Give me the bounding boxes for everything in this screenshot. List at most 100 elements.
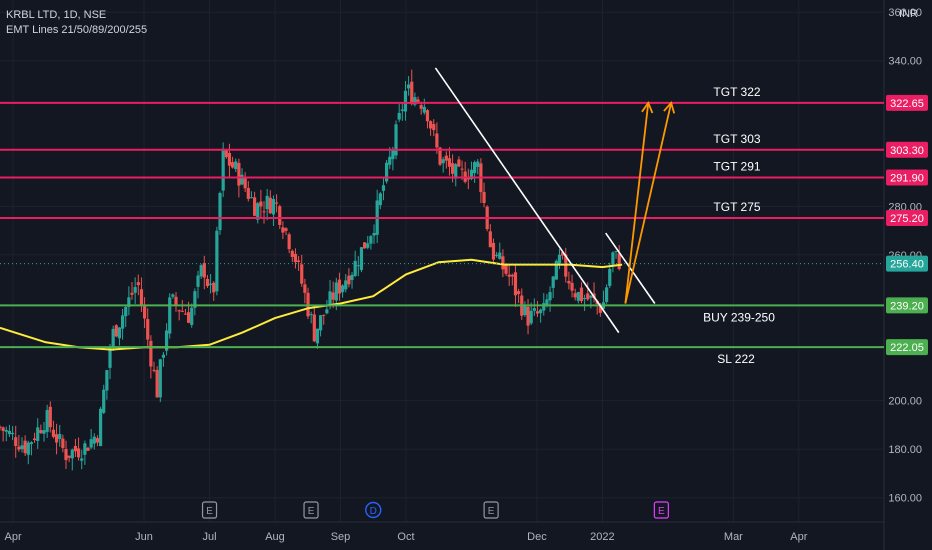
candle-body (278, 206, 282, 225)
candle-body (152, 369, 156, 371)
candle-body (517, 291, 521, 294)
candle-body (331, 292, 335, 300)
candle-body (498, 252, 502, 259)
x-tick-label: Aug (265, 531, 285, 543)
candle-body (199, 265, 203, 277)
candle-body (432, 124, 436, 131)
candle-body (466, 178, 470, 180)
dividend-marker (365, 501, 382, 519)
candle-body (246, 188, 250, 199)
candle-body (36, 427, 40, 441)
candle-body (227, 152, 232, 166)
event-marker-label: E (658, 506, 665, 517)
candle-body (325, 309, 329, 314)
projection-arrowhead (663, 100, 676, 114)
x-tick-label: Apr (790, 531, 807, 543)
candle-body (76, 448, 81, 458)
trend-line (434, 67, 620, 334)
candle-body (136, 282, 140, 286)
x-tick-label: Apr (5, 531, 22, 543)
projection-arrow (624, 102, 650, 304)
candle-body (507, 274, 511, 277)
earnings-marker (303, 501, 319, 519)
candle-body (265, 195, 269, 210)
candle-body (124, 306, 128, 317)
candle-body (205, 278, 210, 287)
candle-body (539, 309, 543, 314)
candle-body (410, 81, 414, 105)
candle-body (256, 203, 260, 220)
candle-body (284, 228, 288, 231)
candle-body (491, 242, 496, 260)
candle-body (451, 163, 455, 174)
candle-body (328, 291, 332, 307)
candle-body (296, 260, 301, 262)
candle-body (334, 282, 338, 301)
candle-body (243, 178, 247, 189)
candle-body (26, 442, 30, 455)
candle-body (174, 296, 178, 306)
candle-body (579, 287, 584, 302)
candle-body (139, 289, 144, 306)
level-badge (886, 169, 928, 186)
y-tick-label: 200.00 (888, 396, 922, 408)
level-label: BUY 239-250 (703, 310, 775, 324)
candle-body (10, 432, 15, 435)
candle-body (598, 305, 602, 313)
candle-body (293, 253, 298, 263)
candle-body (149, 340, 153, 367)
candle-body (429, 121, 433, 129)
candle-body (617, 253, 621, 270)
level-badge-text: 239.20 (890, 300, 924, 312)
candle-body (64, 449, 68, 461)
level-badge-text: 303.30 (890, 145, 924, 157)
candle-body (611, 252, 615, 265)
candle-body (193, 291, 197, 308)
candle-body (168, 297, 172, 334)
candle-body (535, 311, 540, 314)
x-tick-label: Jul (203, 531, 217, 543)
candle-body (70, 449, 74, 459)
candle-body (164, 330, 169, 351)
level-badge (886, 297, 928, 314)
level-label: TGT 291 (713, 159, 760, 173)
candle-body (61, 438, 65, 448)
candle-body (196, 275, 200, 287)
indicator-legend: EMT Lines 21/50/89/200/255 (6, 24, 148, 36)
y-tick-label: 360.00 (888, 7, 922, 19)
candle-body (274, 202, 279, 204)
level-badge-text: 275.20 (890, 213, 924, 225)
candle-body (54, 434, 59, 443)
candle-body (89, 439, 93, 448)
candle-body (416, 99, 420, 102)
candle-body (548, 292, 552, 301)
candle-body (583, 298, 587, 300)
candle-body (271, 199, 276, 215)
candle-body (425, 110, 430, 122)
candle-body (268, 197, 272, 214)
chart-header: KRBL LTD, 1D, NSE EMT Lines 21/50/89/200… (6, 8, 147, 38)
projection-arrowhead (641, 100, 654, 114)
candle-body (372, 232, 376, 236)
candle-body (444, 155, 448, 161)
candle-body (407, 84, 411, 89)
candle-body (473, 162, 477, 174)
level-badge-text: 322.65 (890, 98, 924, 110)
candle-body (190, 307, 194, 325)
candle-body (322, 314, 326, 316)
candle-body (98, 408, 103, 447)
candle-body (347, 275, 351, 285)
candle-body (385, 162, 389, 182)
event-marker-label: D (370, 506, 377, 517)
candles-group (0, 69, 621, 471)
candle-body (457, 159, 461, 167)
candle-body (359, 247, 364, 270)
candle-body (262, 211, 266, 213)
candle-body (20, 445, 24, 450)
level-badge-text: 291.90 (890, 172, 924, 184)
level-badge (886, 94, 928, 111)
candle-body (350, 274, 354, 280)
candle-body (391, 150, 395, 160)
candle-body (95, 438, 100, 443)
